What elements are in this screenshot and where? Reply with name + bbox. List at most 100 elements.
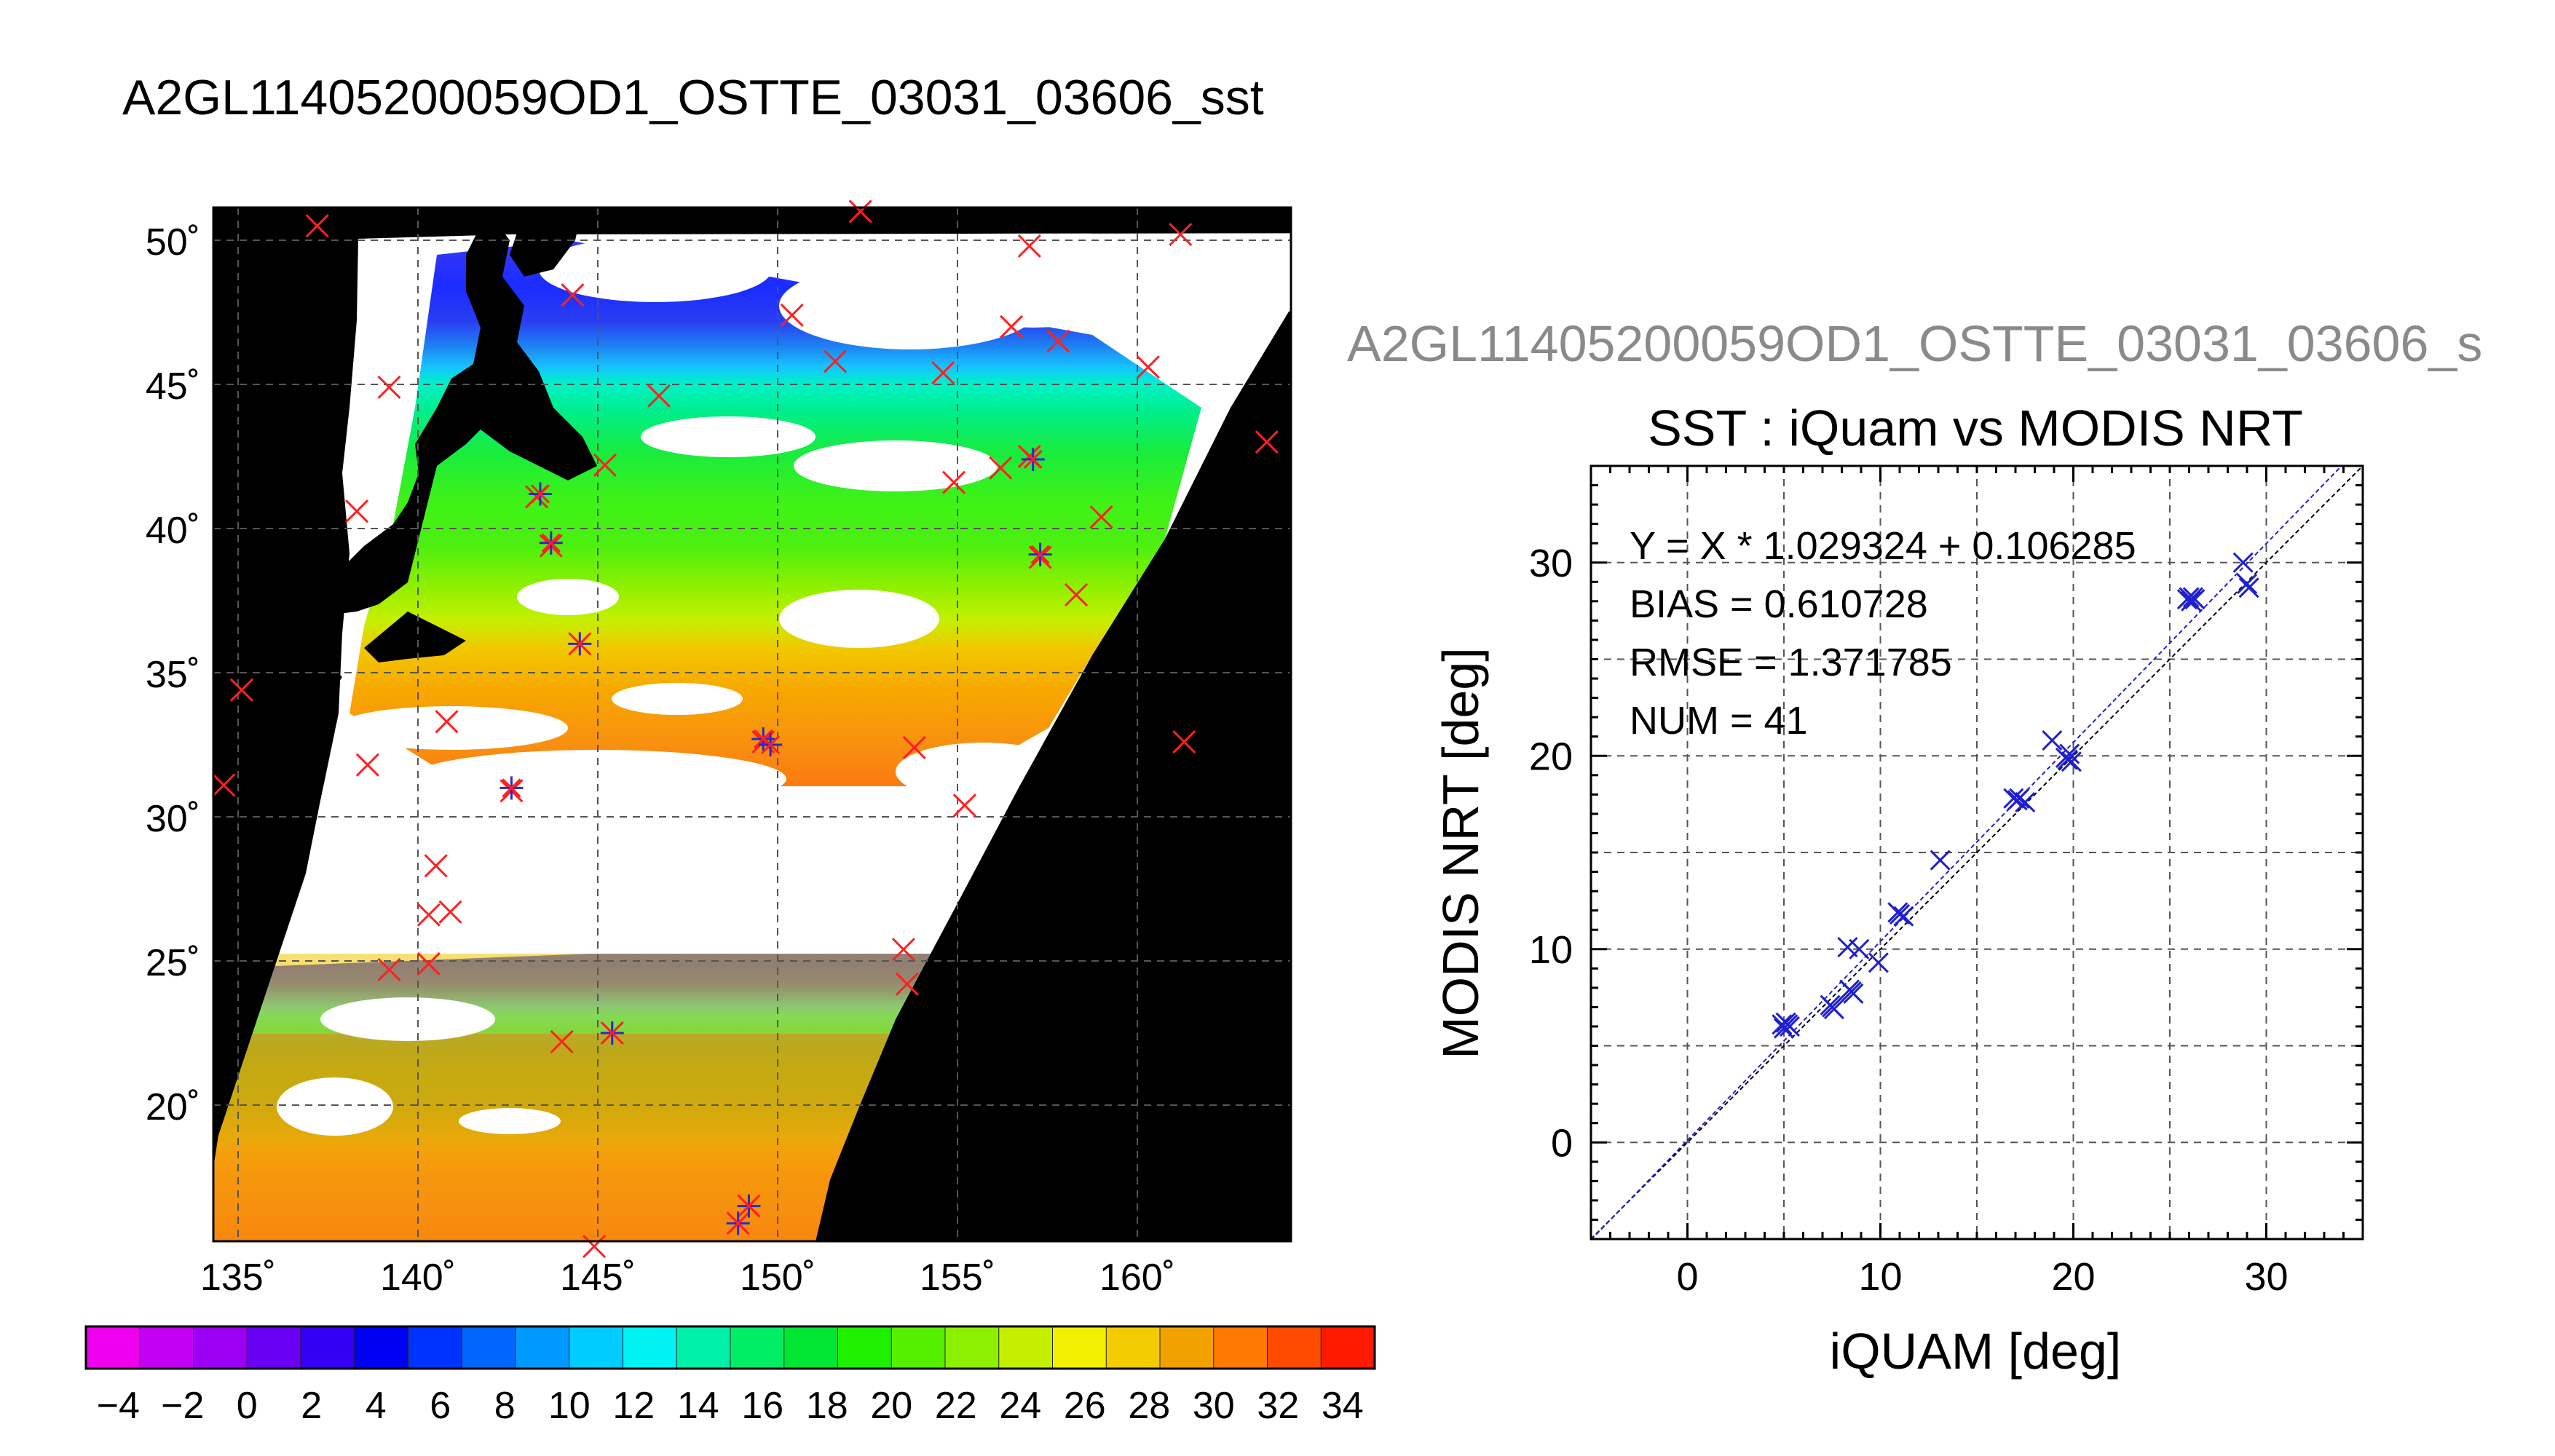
scatter-point <box>2232 552 2254 573</box>
scatter-point <box>1893 906 1914 927</box>
map-marker-x <box>344 499 369 523</box>
colorbar-swatch <box>354 1326 409 1369</box>
scatter-point <box>2184 589 2205 610</box>
map-marker-asterisk <box>1021 447 1045 471</box>
scatter-point <box>2042 729 2063 751</box>
sst-map <box>212 199 1292 1259</box>
identity-line <box>1590 465 2364 1240</box>
scatter-point <box>2236 573 2258 595</box>
rmse-stat: RMSE = 1.371785 <box>1630 641 1952 684</box>
lat-tick: 50˚ <box>146 221 200 264</box>
scatter-point <box>2181 590 2202 612</box>
lon-tick: 135˚ <box>200 1257 276 1299</box>
scatter-points <box>1772 552 2259 1039</box>
colorbar-tick-label: −4 <box>97 1385 140 1427</box>
colorbar-tick-label: 26 <box>1064 1385 1106 1427</box>
scatter-tick-labels: 0 10 20 30 0 10 20 30 <box>1529 542 2289 1299</box>
map-marker-x <box>1136 355 1160 379</box>
map-marker-asterisk <box>737 1194 761 1218</box>
map-marker-x <box>895 972 919 996</box>
scatter-point <box>2003 788 2024 809</box>
colorbar-swatch <box>1267 1326 1322 1369</box>
colorbar-swatch <box>462 1326 516 1369</box>
scatter-point <box>1889 903 1911 925</box>
map-marker-x <box>550 1029 574 1053</box>
colorbar-swatch <box>247 1326 301 1369</box>
scatter-point <box>2007 790 2028 811</box>
colorbar-swatch <box>1160 1326 1215 1369</box>
land-mass <box>313 207 597 699</box>
colorbar-tick-label: 0 <box>237 1385 258 1427</box>
map-marker-x <box>902 735 926 760</box>
colorbar-swatch <box>945 1326 1000 1369</box>
colorbar-swatch <box>516 1326 570 1369</box>
x-tick-label: 10 <box>1858 1255 1902 1299</box>
colorbar-swatch <box>837 1326 893 1369</box>
colorbar-swatch <box>139 1326 194 1369</box>
colorbar-swatch <box>1213 1326 1268 1369</box>
scatter-reference-lines <box>1590 465 2364 1241</box>
scatter-annotations: Y = X * 1.029324 + 0.106285 BIAS = 0.610… <box>1630 524 2136 743</box>
x-tick-label: 20 <box>2051 1255 2095 1299</box>
y-tick-label: 10 <box>1529 928 1573 972</box>
map-marker-x <box>647 384 671 408</box>
x-tick-label: 30 <box>2244 1255 2288 1299</box>
map-marker-asterisk <box>1028 542 1052 566</box>
colorbar-swatch <box>1052 1326 1107 1369</box>
colorbar-tick-label: 16 <box>741 1385 783 1427</box>
lon-tick: 150˚ <box>740 1257 816 1299</box>
map-marker-x <box>212 773 236 797</box>
colorbar-swatch <box>86 1326 141 1369</box>
scatter-point <box>1868 952 1889 973</box>
colorbar-tick-label: 2 <box>301 1385 322 1427</box>
colorbar-swatch <box>783 1326 839 1369</box>
map-marker-asterisk <box>539 531 563 555</box>
scatter-point <box>2238 577 2259 598</box>
y-tick-label: 0 <box>1551 1121 1573 1165</box>
colorbar-tick-label: 18 <box>806 1385 848 1427</box>
colorbar-swatch <box>998 1326 1054 1369</box>
scatter-title: SST : iQuam vs MODIS NRT <box>1648 400 2303 456</box>
map-marker-x <box>377 375 401 400</box>
lon-tick: 140˚ <box>380 1257 456 1299</box>
colorbar-tick-label: 6 <box>430 1385 451 1427</box>
colorbar-swatch <box>569 1326 624 1369</box>
map-marker-x <box>593 453 617 477</box>
x-axis-label: iQUAM [deg] <box>1830 1323 2122 1380</box>
colorbar-swatch <box>1106 1326 1161 1369</box>
map-marker-x <box>416 951 441 976</box>
colorbar-tick-label: 10 <box>548 1385 591 1427</box>
map-marker-x <box>1017 234 1041 258</box>
map-marker-x <box>931 361 955 385</box>
colorbar-tick-label: 28 <box>1128 1385 1170 1427</box>
map-marker-x <box>416 903 441 927</box>
page-title: A2GL11405200059OD1_OSTTE_03031_03606_sst <box>122 70 1264 125</box>
map-marker-x <box>952 794 976 818</box>
map-marker-x <box>229 678 254 702</box>
fit-equation: Y = X * 1.029324 + 0.106285 <box>1630 524 2136 568</box>
map-marker-x <box>1172 729 1196 754</box>
scatter-grid <box>1591 466 2363 1239</box>
map-marker-asterisk <box>528 482 552 506</box>
y-tick-label: 20 <box>1529 735 1573 778</box>
fit-line <box>1590 465 2342 1241</box>
map-marker-x <box>355 753 379 777</box>
lon-tick: 160˚ <box>1099 1257 1175 1299</box>
lon-tick: 145˚ <box>560 1257 636 1299</box>
lon-axis: 135˚ 140˚ 145˚ 150˚ 155˚ 160˚ <box>200 1257 1175 1299</box>
scatter-header-title: A2GL11405200059OD1_OSTTE_03031_03606_s <box>1347 315 2483 372</box>
map-marker-x <box>582 1234 607 1259</box>
colorbar-swatch <box>623 1326 678 1369</box>
map-marker-asterisk <box>759 733 783 756</box>
colorbar-tick-label: 32 <box>1257 1385 1299 1427</box>
map-marker-x <box>377 957 401 981</box>
colorbar-tick-label: 34 <box>1322 1385 1364 1427</box>
map-marker-asterisk <box>726 1211 750 1235</box>
colorbar-tick-label: 12 <box>612 1385 655 1427</box>
colorbar-tick-label: 4 <box>366 1385 387 1427</box>
sst-colorbar <box>84 1325 1376 1370</box>
colorbar-swatch <box>301 1326 355 1369</box>
map-marker-x <box>1000 314 1024 339</box>
map-marker-x <box>891 938 915 962</box>
